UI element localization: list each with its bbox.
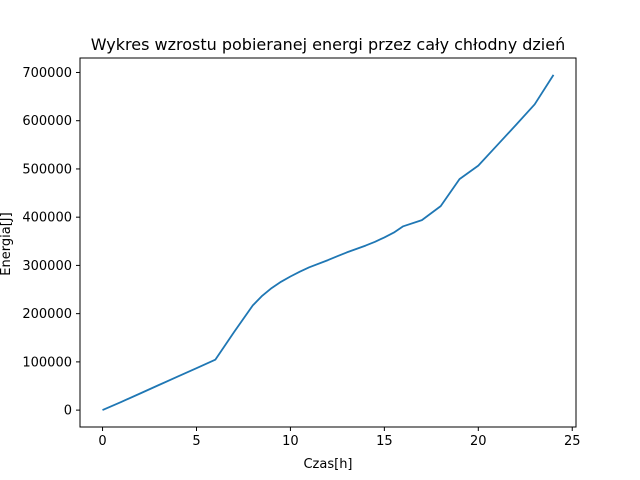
x-axis-ticks: 0 5 10 15 20 25 [98, 427, 581, 449]
y-tick-label: 600000 [22, 114, 72, 129]
y-tick-label: 700000 [22, 66, 72, 81]
y-tick-label: 300000 [22, 259, 72, 274]
x-axis-label: Czas[h] [303, 457, 352, 472]
x-tick-label: 25 [564, 434, 581, 449]
y-tick-label: 100000 [22, 355, 72, 370]
y-axis-ticks: 0 100000 200000 300000 400000 500000 600000 700… [22, 66, 80, 419]
x-tick-label: 5 [192, 434, 200, 449]
series-line [102, 74, 555, 411]
y-axis-label: Energia[J] [0, 212, 14, 275]
x-tick-label: 10 [282, 434, 299, 449]
y-tick-label: 400000 [22, 211, 72, 226]
chart-title: Wykres wzrostu pobieranej energi przez c… [91, 35, 565, 54]
y-tick-label: 200000 [22, 307, 72, 322]
x-tick-label: 0 [98, 434, 106, 449]
y-tick-label: 0 [64, 404, 72, 419]
x-tick-label: 20 [470, 434, 487, 449]
plot-area [79, 57, 577, 428]
x-tick-label: 15 [376, 434, 393, 449]
plot-frame [79, 57, 577, 428]
y-tick-label: 500000 [22, 162, 72, 177]
